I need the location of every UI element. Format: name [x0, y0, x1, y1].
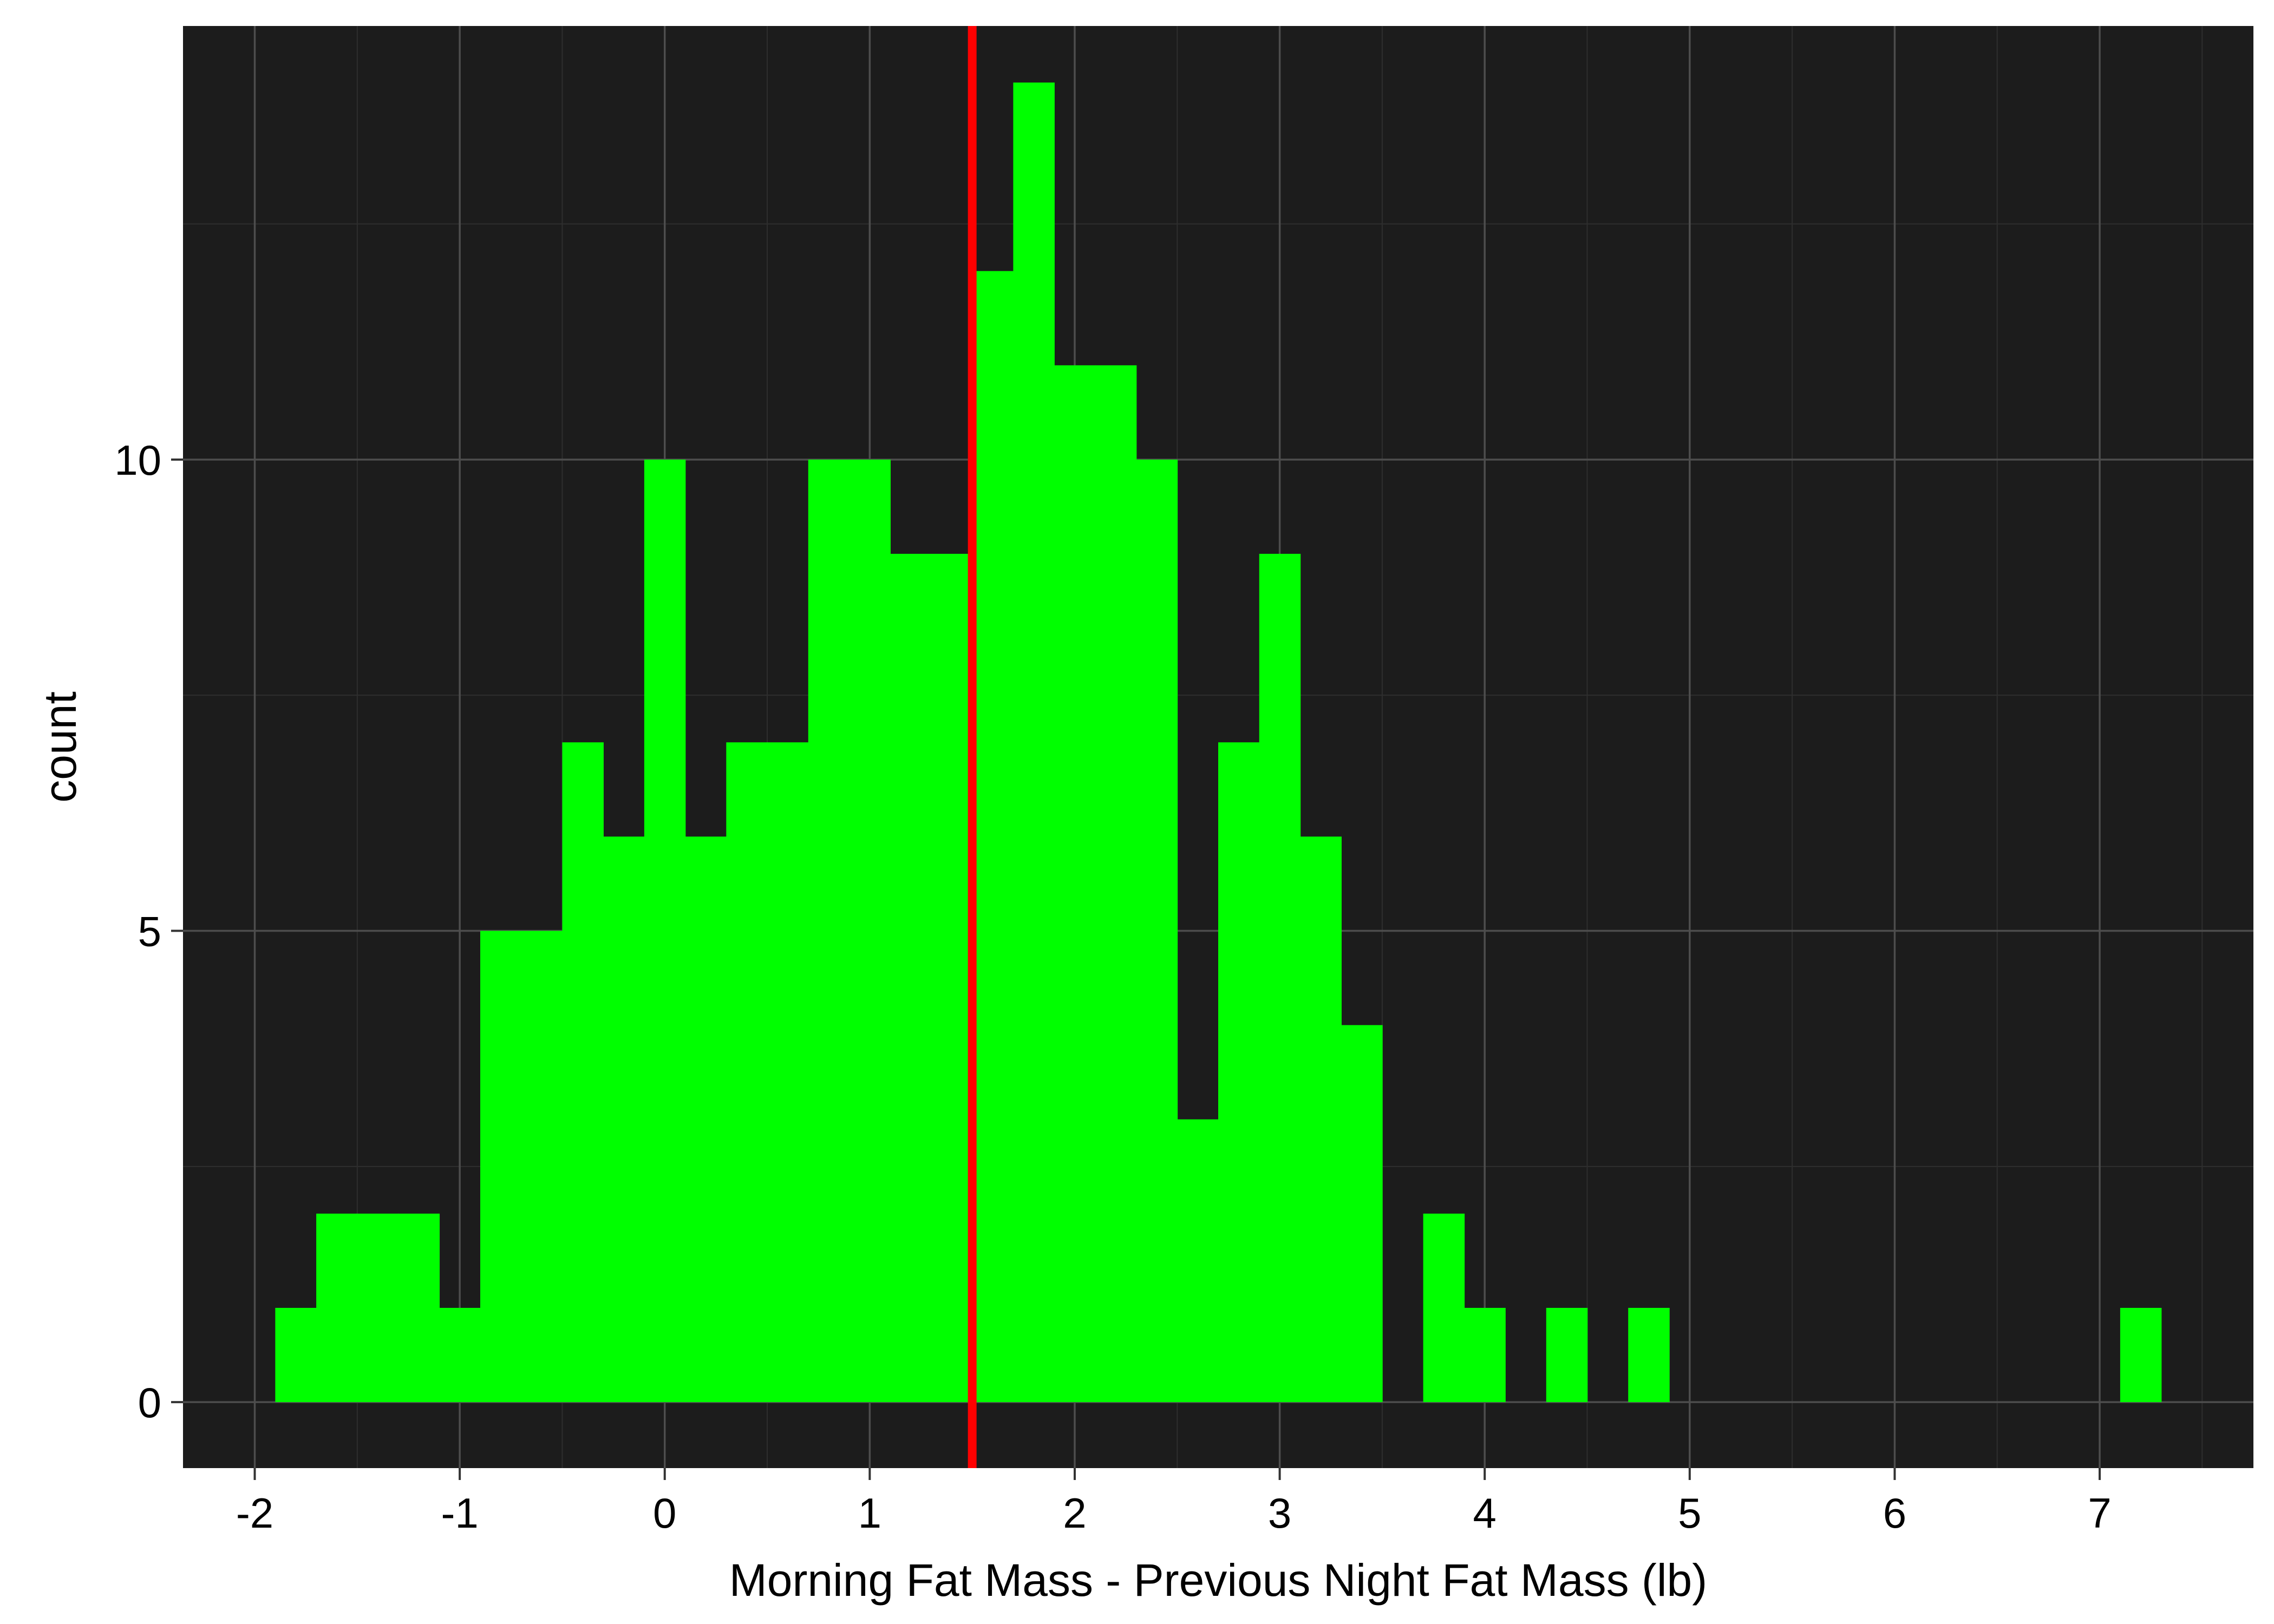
histogram-bar [685, 836, 727, 1403]
histogram-bar [1095, 365, 1137, 1403]
histogram-bar [1464, 1308, 1506, 1403]
histogram-bar [275, 1308, 317, 1403]
histogram-bar [316, 1213, 358, 1403]
histogram-bar [1300, 836, 1342, 1403]
histogram-bar [1628, 1308, 1670, 1403]
y-tick-label: 10 [114, 436, 161, 484]
histogram-bar [1054, 365, 1096, 1403]
x-tick-label: 4 [1473, 1489, 1497, 1537]
histogram-bar [521, 931, 563, 1403]
histogram-bar [480, 931, 522, 1403]
histogram-bar [808, 459, 850, 1403]
y-tick-label: 0 [138, 1379, 161, 1426]
x-tick-label: -2 [236, 1489, 273, 1537]
x-tick-label: 6 [1883, 1489, 1906, 1537]
histogram-bar [890, 554, 932, 1403]
x-tick-label: 1 [858, 1489, 881, 1537]
x-tick-label: 0 [653, 1489, 676, 1537]
x-tick-label: -1 [441, 1489, 478, 1537]
histogram-bar [1423, 1213, 1465, 1403]
histogram-bar [1136, 459, 1178, 1403]
histogram-bar [644, 459, 686, 1403]
histogram-bar [562, 742, 604, 1403]
histogram-bar [1218, 742, 1260, 1403]
x-tick-label: 5 [1678, 1489, 1701, 1537]
histogram-bar [398, 1213, 440, 1403]
histogram-bars [275, 82, 2162, 1403]
histogram-bar [1259, 554, 1301, 1403]
x-tick-label: 7 [2088, 1489, 2111, 1537]
histogram-bar [972, 271, 1014, 1403]
histogram-bar [603, 836, 645, 1403]
histogram-bar [357, 1213, 399, 1403]
histogram-bar [726, 742, 768, 1403]
histogram-bar [1341, 1025, 1383, 1403]
histogram-bar [439, 1308, 481, 1403]
y-axis-ticks: 0 5 10 [114, 436, 183, 1426]
x-tick-label: 2 [1063, 1489, 1086, 1537]
histogram-bar [1546, 1308, 1588, 1403]
histogram-bar [1013, 82, 1055, 1403]
y-tick-label: 5 [138, 908, 161, 955]
histogram-bar [1177, 1119, 1219, 1403]
histogram-bar [767, 742, 809, 1403]
histogram-bar [2120, 1308, 2162, 1403]
x-axis-ticks: -2 -1 0 1 2 3 4 5 6 7 [236, 1468, 2112, 1537]
histogram-bar [931, 554, 973, 1403]
histogram-bar [849, 459, 891, 1403]
x-axis-title: Morning Fat Mass - Previous Night Fat Ma… [729, 1555, 1708, 1606]
x-tick-label: 3 [1268, 1489, 1291, 1537]
y-axis-title: count [35, 691, 86, 803]
